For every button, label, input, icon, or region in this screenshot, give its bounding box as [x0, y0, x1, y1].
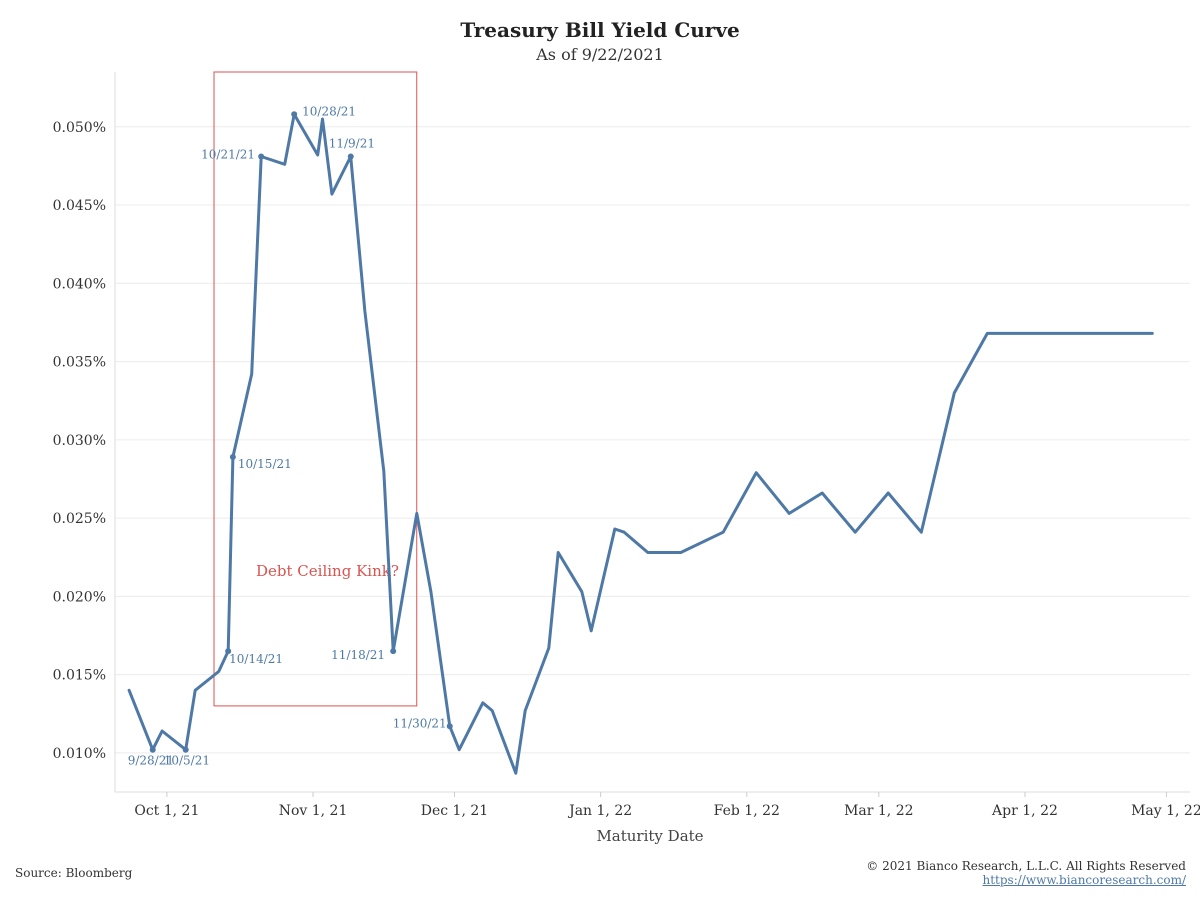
gridlines	[114, 72, 1190, 793]
website-link[interactable]: https://www.biancoresearch.com/	[982, 873, 1186, 887]
series-point	[291, 111, 298, 118]
x-axis-ticks: Oct 1, 21 Nov 1, 21 Dec 1, 21 Jan 1, 22 Feb …	[134, 792, 1200, 819]
chart-subtitle: As of 9/22/2021	[535, 45, 664, 64]
x-axis-label: Maturity Date	[596, 827, 703, 845]
x-tick-label: Apr 1, 22	[991, 803, 1058, 819]
annotation-box	[213, 71, 418, 707]
series-line	[127, 112, 1154, 775]
y-tick-label: 0.030%	[53, 433, 106, 449]
x-tick-label: Oct 1, 21	[134, 803, 199, 819]
copyright-text: © 2021 Bianco Research, L.L.C. All Right…	[866, 859, 1186, 873]
point-label: 10/5/21	[164, 754, 210, 768]
x-tick-label: Jan 1, 22	[567, 803, 632, 819]
series-point	[229, 454, 236, 461]
x-tick-label: May 1, 22	[1131, 803, 1200, 819]
y-axis-ticks: 0.010% 0.015% 0.020% 0.025% 0.030% 0.035% 0.04…	[53, 120, 106, 762]
point-label: 11/18/21	[331, 648, 385, 662]
series-group	[127, 112, 1154, 775]
y-tick-label: 0.020%	[53, 589, 106, 605]
series-point	[347, 153, 354, 160]
point-label: 10/21/21	[201, 148, 255, 162]
y-tick-label: 0.040%	[53, 276, 106, 292]
point-label: 10/15/21	[238, 457, 292, 471]
annotation-text: Debt Ceiling Kink?	[256, 562, 399, 580]
y-tick-label: 0.035%	[53, 355, 106, 371]
series-point	[258, 153, 265, 160]
x-tick-label: Mar 1, 22	[844, 803, 913, 819]
y-tick-label: 0.050%	[53, 120, 106, 136]
annotation-group: Debt Ceiling Kink?	[213, 71, 418, 707]
y-tick-label: 0.025%	[53, 511, 106, 527]
series-point	[149, 746, 156, 753]
x-tick-label: Nov 1, 21	[279, 803, 348, 819]
series-point	[225, 648, 232, 655]
y-tick-label: 0.045%	[53, 198, 106, 214]
copyright-note: © 2021 Bianco Research, L.L.C. All Right…	[866, 859, 1186, 887]
x-tick-label: Dec 1, 21	[421, 803, 488, 819]
point-label: 11/9/21	[329, 137, 375, 151]
point-label: 11/30/21	[393, 716, 447, 730]
series-point	[390, 648, 397, 655]
series-point	[446, 723, 453, 730]
y-tick-label: 0.015%	[53, 668, 106, 684]
source-note: Source: Bloomberg	[15, 866, 133, 880]
series-point	[182, 746, 189, 753]
y-tick-label: 0.010%	[53, 746, 106, 762]
x-tick-label: Feb 1, 22	[714, 803, 780, 819]
point-label: 10/28/21	[302, 104, 356, 118]
point-label: 9/28/21	[128, 754, 174, 768]
chart-title: Treasury Bill Yield Curve	[460, 18, 739, 42]
point-label: 10/14/21	[229, 652, 283, 666]
